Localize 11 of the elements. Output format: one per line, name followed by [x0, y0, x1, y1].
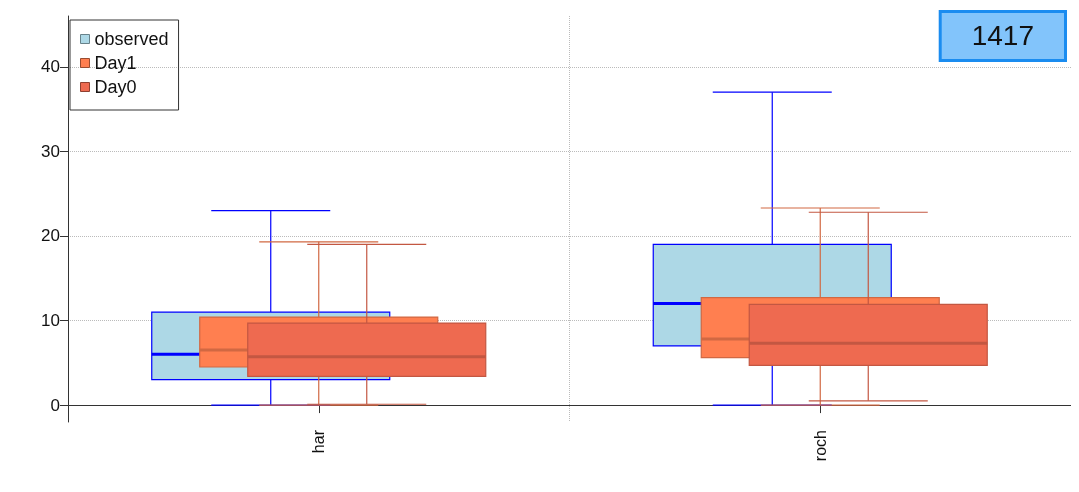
legend-label: observed: [94, 29, 169, 49]
legend-label: Day1: [94, 53, 137, 73]
y-tick-label: 30: [41, 141, 60, 161]
legend-label: Day0: [94, 77, 137, 97]
y-tick-label: 0: [50, 395, 60, 415]
y-tick-label: 40: [41, 57, 60, 77]
y-tick-label: 10: [41, 311, 60, 330]
y-tick-label: 20: [41, 226, 60, 246]
x-tick-label: har: [310, 429, 328, 454]
x-tick-label: roch: [811, 430, 829, 462]
annotation: 1417: [971, 19, 1035, 51]
